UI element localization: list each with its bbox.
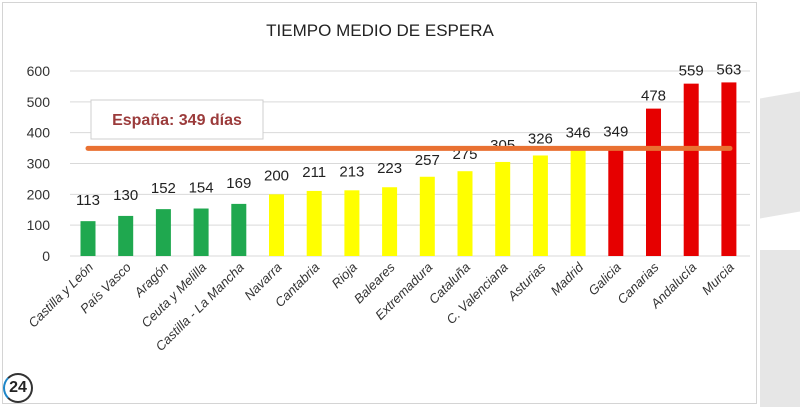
data-label: 113 [76,192,100,209]
data-label: 305 [490,137,515,154]
data-label: 200 [264,167,289,184]
bar-1 [118,215,134,256]
watermark-shape [760,250,800,407]
data-label: 169 [226,175,251,192]
x-tick-label: Madrid [548,259,587,298]
bar-11 [495,161,511,256]
data-label: 154 [189,180,214,197]
bar-0 [80,221,96,256]
data-label: 152 [151,180,176,197]
reference-label-box [90,99,264,140]
data-label: 478 [641,88,666,105]
y-tick-label: 300 [27,156,51,172]
data-label: 213 [339,163,364,180]
site-logo: 24 [3,373,33,403]
y-tick-label: 600 [27,63,51,79]
y-tick-label: 500 [27,94,51,110]
logo-text: 24 [9,379,27,396]
data-label: 130 [113,187,138,204]
bar-2 [155,209,171,256]
bar-12 [532,155,548,256]
y-tick-label: 0 [42,248,50,264]
y-tick-label: 400 [27,125,51,141]
data-label: 346 [566,124,591,141]
bar-13 [570,149,586,256]
bar-8 [382,187,398,256]
y-tick-label: 200 [27,186,51,202]
data-label: 563 [716,61,741,78]
y-tick-label: 100 [27,217,51,233]
reference-label: España: 349 días [112,112,242,129]
data-label: 257 [415,152,440,169]
bar-17 [721,82,737,257]
bar-15 [646,108,661,256]
data-label: 211 [302,164,326,181]
bar-6 [306,190,322,256]
x-tick-label: Murcia [699,260,737,298]
chart-card [2,2,757,404]
bar-16 [683,83,699,257]
bar-14 [608,148,624,256]
x-tick-label: Castilla y León [25,260,96,331]
data-label: 349 [603,123,628,140]
data-label: 223 [377,160,402,177]
bar-5 [269,194,284,256]
x-tick-label: Asturias [504,259,549,304]
bar-7 [344,190,360,256]
bar-4 [231,203,247,256]
data-label: 559 [679,63,704,80]
chart-title: TIEMPO MEDIO DE ESPERA [266,21,494,40]
bar-10 [457,171,473,256]
data-label: 326 [528,130,553,147]
bar-9 [419,176,435,256]
x-tick-label: Rioja [328,260,360,292]
bar-3 [193,208,209,256]
